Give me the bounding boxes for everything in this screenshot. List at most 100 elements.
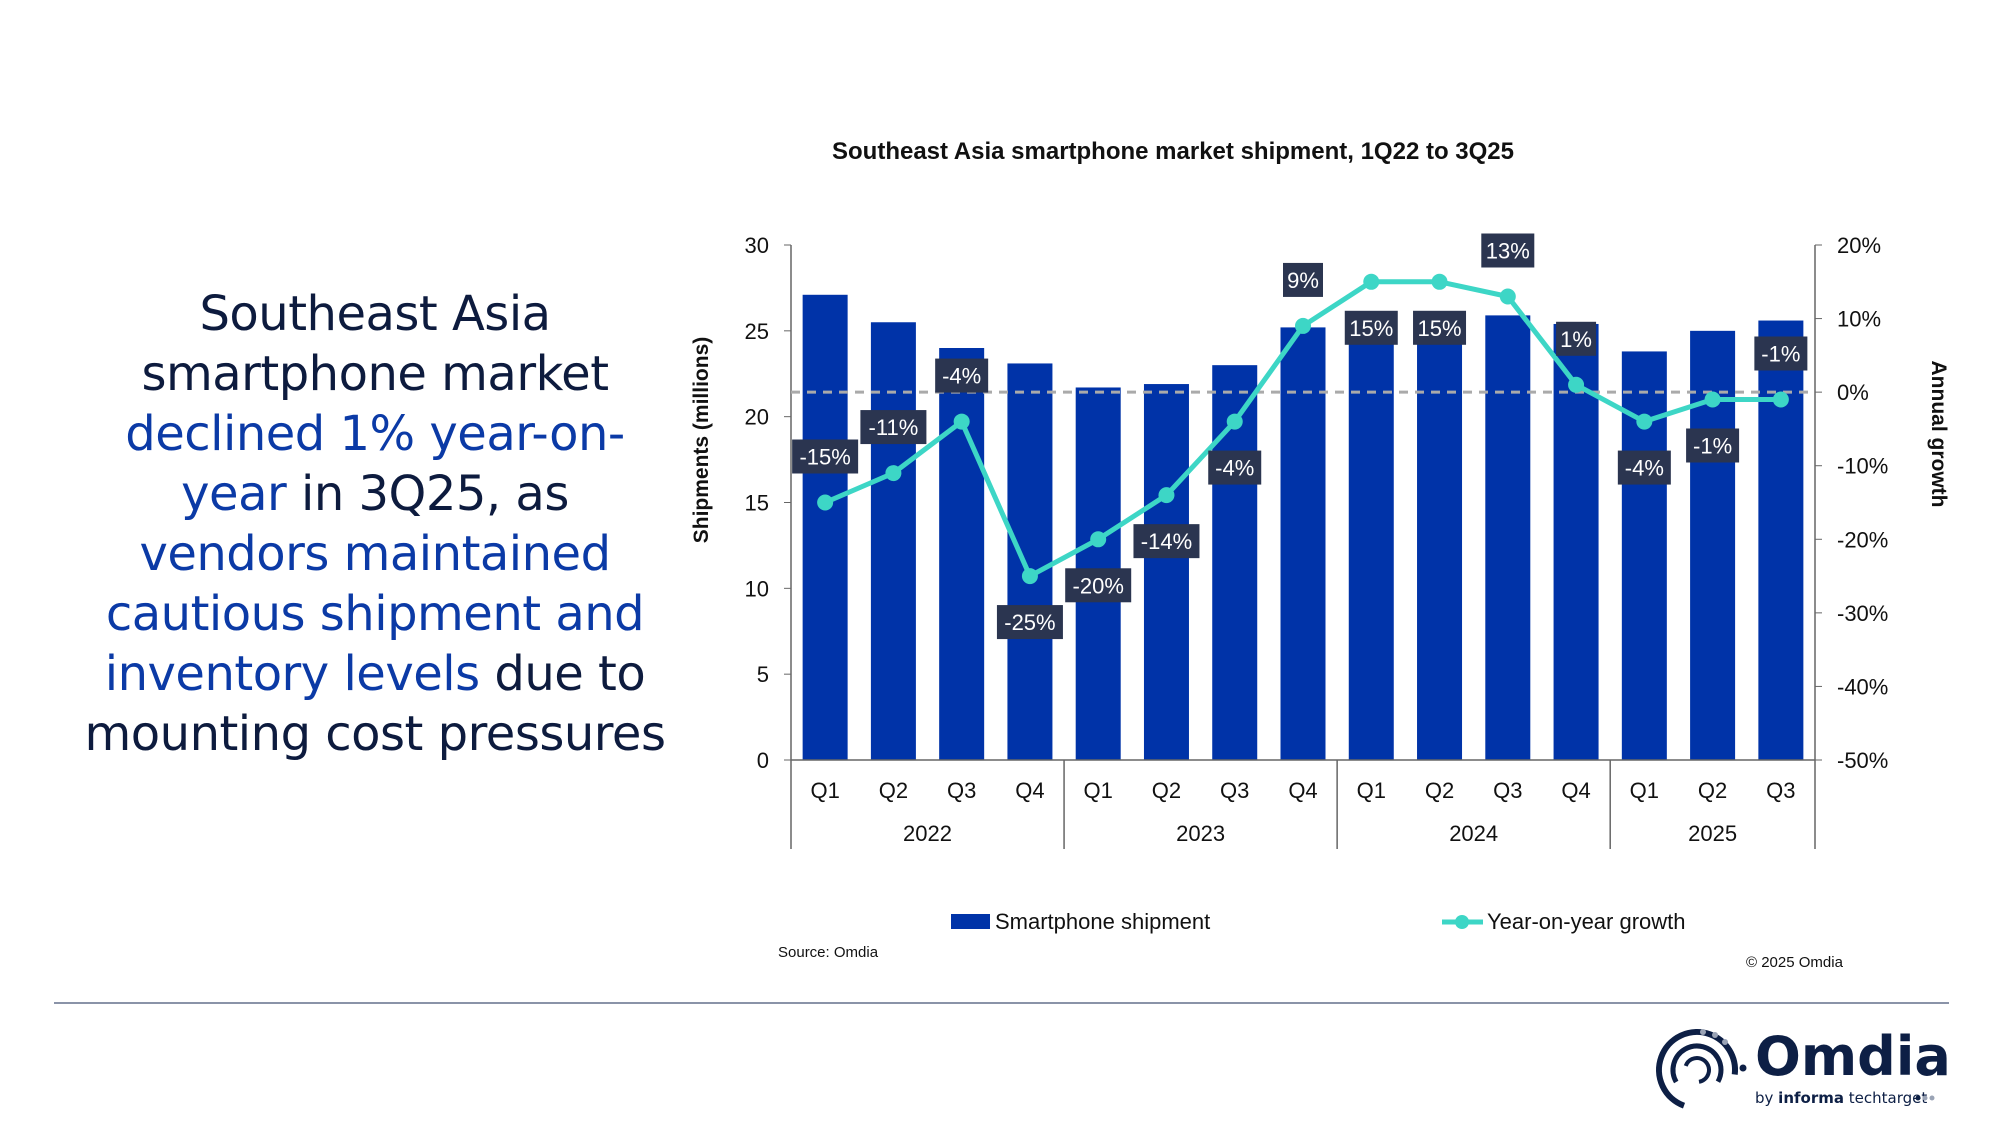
data-label-box bbox=[860, 410, 927, 445]
y2-tick-label: -40% bbox=[1837, 674, 1888, 699]
y2-tick-label: 0% bbox=[1837, 380, 1869, 405]
growth-point bbox=[1363, 273, 1380, 290]
data-label-box bbox=[1481, 233, 1535, 268]
headline-highlight: inventory levels bbox=[104, 646, 480, 702]
svg-text:Omdia: Omdia bbox=[1755, 1025, 1951, 1088]
headline-text: Southeast Asia bbox=[199, 286, 551, 342]
data-label-box bbox=[1754, 336, 1808, 371]
x-tick-label: Q2 bbox=[879, 778, 908, 803]
growth-point bbox=[1772, 391, 1789, 408]
bar bbox=[802, 294, 848, 760]
year-label: 2025 bbox=[1688, 821, 1737, 846]
headline-text: in 3Q25, as bbox=[286, 466, 569, 522]
x-tick-label: Q2 bbox=[1425, 778, 1454, 803]
y-tick-label: 30 bbox=[745, 233, 769, 258]
data-label-box bbox=[1413, 310, 1467, 345]
growth-point bbox=[1021, 568, 1038, 585]
growth-point bbox=[1226, 413, 1243, 430]
headline-line: vendors maintained bbox=[60, 524, 690, 584]
bar bbox=[1417, 327, 1463, 760]
growth-point bbox=[1499, 288, 1516, 305]
year-label: 2022 bbox=[903, 821, 952, 846]
bar bbox=[1007, 363, 1053, 760]
legend-line-marker bbox=[1455, 915, 1469, 929]
growth-point bbox=[1636, 413, 1653, 430]
data-label: -14% bbox=[1141, 529, 1192, 554]
x-tick-label: Q1 bbox=[1630, 778, 1659, 803]
data-label-box bbox=[996, 605, 1063, 640]
bar bbox=[939, 348, 985, 760]
headline-line: declined 1% year-on- bbox=[60, 404, 690, 464]
headline-text: mounting cost pressures bbox=[84, 706, 666, 762]
year-label: 2023 bbox=[1176, 821, 1225, 846]
data-label-box bbox=[1208, 450, 1262, 485]
y2-axis-title: Annual growth bbox=[1927, 361, 1950, 508]
data-label: 15% bbox=[1349, 316, 1393, 341]
bar bbox=[1553, 323, 1599, 760]
x-tick-label: Q1 bbox=[1084, 778, 1113, 803]
y2-tick-label: 10% bbox=[1837, 307, 1881, 332]
headline-line: inventory levels due to bbox=[60, 644, 690, 704]
x-tick-label: Q3 bbox=[947, 778, 976, 803]
growth-point bbox=[817, 494, 834, 511]
bar bbox=[1758, 320, 1804, 760]
data-label: -4% bbox=[942, 364, 981, 389]
data-label-box bbox=[1556, 321, 1597, 356]
headline-text: smartphone market bbox=[141, 346, 609, 402]
x-tick-label: Q3 bbox=[1220, 778, 1249, 803]
combo-chart: Southeast Asia smartphone market shipmen… bbox=[690, 138, 1950, 934]
x-tick-label: Q4 bbox=[1561, 778, 1590, 803]
growth-point bbox=[1158, 487, 1175, 504]
y2-tick-label: -20% bbox=[1837, 527, 1888, 552]
x-tick-label: Q1 bbox=[1357, 778, 1386, 803]
chart-title: Southeast Asia smartphone market shipmen… bbox=[832, 138, 1514, 165]
divider bbox=[54, 1002, 1949, 1004]
data-label: 9% bbox=[1287, 268, 1319, 293]
data-label: -20% bbox=[1073, 573, 1124, 598]
data-label: 15% bbox=[1418, 316, 1462, 341]
y-tick-label: 20 bbox=[745, 405, 769, 430]
y-axis-title: Shipments (millions) bbox=[690, 337, 713, 544]
x-tick-label: Q4 bbox=[1015, 778, 1044, 803]
headline-line: cautious shipment and bbox=[60, 584, 690, 644]
data-label: -4% bbox=[1625, 456, 1664, 481]
data-label-box bbox=[792, 439, 859, 474]
y-tick-label: 0 bbox=[757, 748, 769, 773]
y2-tick-label: -50% bbox=[1837, 748, 1888, 773]
growth-point bbox=[1295, 317, 1311, 334]
data-label: 13% bbox=[1486, 239, 1530, 264]
headline-line: mounting cost pressures bbox=[60, 704, 690, 764]
data-label: -15% bbox=[799, 445, 850, 470]
y-tick-label: 5 bbox=[757, 662, 769, 687]
legend: Smartphone shipment Year-on-year growth bbox=[951, 909, 1686, 934]
data-label-box bbox=[1065, 568, 1132, 603]
headline: Southeast Asia smartphone market declined … bbox=[60, 284, 690, 764]
headline-highlight: declined 1% year-on- bbox=[125, 406, 625, 462]
legend-bar-label: Smartphone shipment bbox=[995, 909, 1210, 934]
data-label: -11% bbox=[869, 415, 919, 440]
growth-point bbox=[1568, 376, 1585, 393]
growth-point bbox=[953, 413, 970, 430]
data-label-box bbox=[1344, 310, 1398, 345]
data-label-box bbox=[935, 358, 989, 393]
data-label-box bbox=[1686, 428, 1740, 463]
data-label: 1% bbox=[1560, 327, 1592, 352]
x-tick-label: Q3 bbox=[1766, 778, 1795, 803]
x-tick-label: Q4 bbox=[1288, 778, 1317, 803]
data-label-box bbox=[1283, 262, 1323, 297]
y2-tick-label: -30% bbox=[1837, 601, 1888, 626]
y-tick-label: 10 bbox=[745, 576, 769, 601]
headline-highlight: vendors maintained bbox=[139, 526, 611, 582]
headline-line: smartphone market bbox=[60, 344, 690, 404]
y-tick-label: 15 bbox=[745, 491, 769, 516]
bar bbox=[1212, 365, 1258, 760]
growth-point bbox=[885, 465, 902, 482]
data-label: -1% bbox=[1693, 434, 1732, 459]
data-label-box bbox=[1617, 450, 1671, 485]
bar bbox=[1348, 330, 1394, 760]
headline-line: Southeast Asia bbox=[60, 284, 690, 344]
data-label: -1% bbox=[1761, 342, 1800, 367]
bar bbox=[870, 322, 916, 760]
data-label: -25% bbox=[1004, 610, 1055, 635]
headline-highlight: cautious shipment and bbox=[105, 586, 645, 642]
